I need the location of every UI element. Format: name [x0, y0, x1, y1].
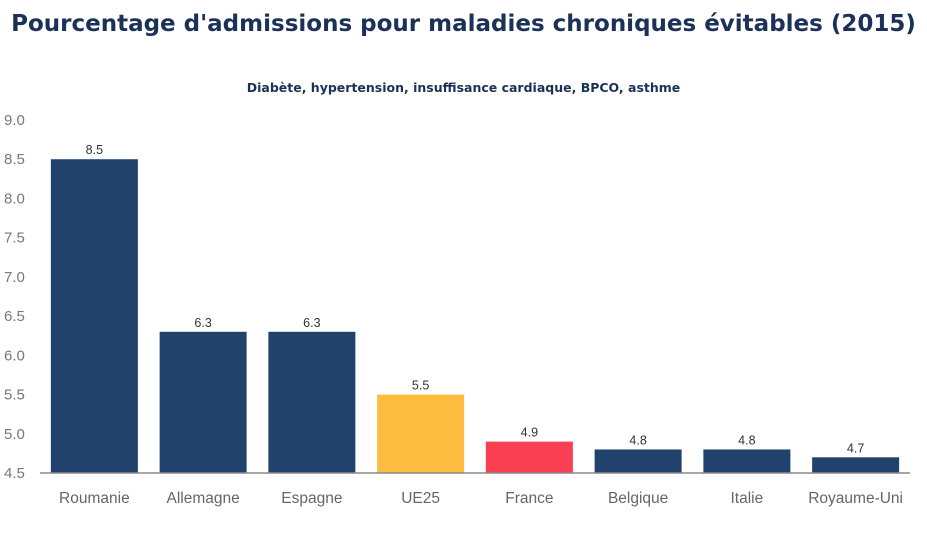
chart-title: Pourcentage d'admissions pour maladies c…: [11, 11, 916, 37]
bar: [485, 441, 573, 473]
data-label: 4.8: [738, 433, 755, 447]
x-tick-label: UE25: [401, 490, 440, 507]
y-tick-label: 7.0: [4, 269, 25, 286]
x-tick-label: Espagne: [281, 490, 342, 507]
bars-group: [50, 159, 900, 473]
bar: [159, 331, 247, 473]
y-tick-label: 4.5: [4, 465, 25, 482]
y-tick-label: 6.5: [4, 308, 25, 325]
x-tick-label: Allemagne: [167, 490, 240, 507]
bar: [812, 457, 900, 473]
bar: [377, 394, 465, 473]
x-tick-label: France: [505, 490, 553, 507]
y-tick-label: 9.0: [4, 112, 25, 129]
data-label: 5.5: [412, 379, 429, 393]
data-label: 6.3: [303, 316, 320, 330]
y-tick-label: 7.5: [4, 230, 25, 247]
y-tick-label: 8.5: [4, 151, 25, 168]
x-tick-label: Belgique: [608, 490, 668, 507]
bar: [703, 449, 791, 473]
y-tick-label: 6.0: [4, 347, 25, 364]
data-label: 4.8: [629, 433, 646, 447]
x-tick-label: Roumanie: [59, 490, 130, 507]
x-tick-label: Italie: [731, 490, 764, 507]
y-tick-label: 8.0: [4, 190, 25, 207]
data-label: 6.3: [194, 316, 211, 330]
x-axis: Roumanie Allemagne Espagne UE25 France Belgiq…: [40, 472, 910, 507]
data-label: 4.7: [847, 441, 864, 455]
data-labels-group: 8.5 6.3 6.3 5.5 4.9 4.8 4.8 4.7: [86, 143, 865, 455]
bar: [50, 159, 138, 473]
y-tick-label: 5.5: [4, 387, 25, 404]
y-axis: 9.0 8.5 8.0 7.5 7.0 6.5 6.0 5.5 5.0 4.5: [4, 112, 25, 482]
bar: [594, 449, 682, 473]
data-label: 8.5: [86, 143, 103, 157]
data-label: 4.9: [521, 426, 538, 440]
y-tick-label: 5.0: [4, 426, 25, 443]
x-tick-label: Royaume-Uni: [808, 490, 903, 507]
bar: [268, 331, 356, 473]
chart-subtitle: Diabète, hypertension, insuffisance card…: [246, 80, 681, 95]
